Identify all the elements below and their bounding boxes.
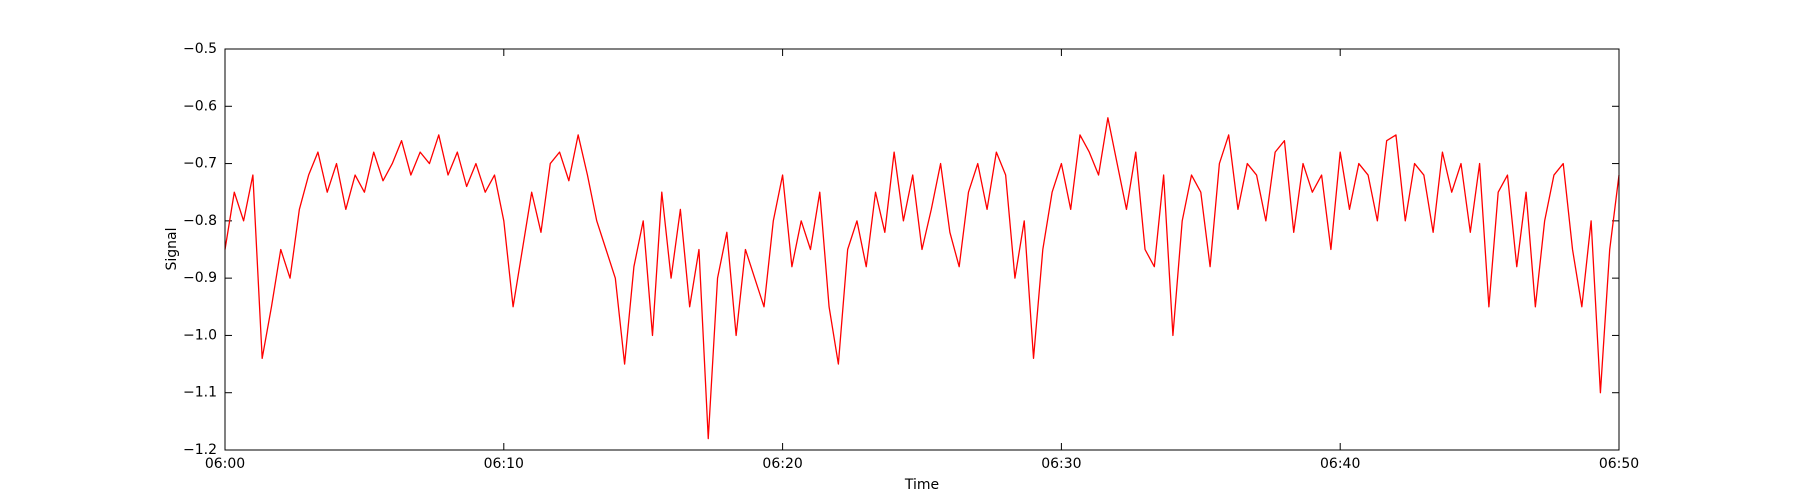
x-tick-label: 06:50 (1599, 456, 1639, 472)
y-tick-label: −0.5 (183, 41, 217, 57)
y-tick-label: −1.2 (183, 442, 217, 458)
signal-line (224, 117, 1620, 440)
y-tick-label: −0.6 (183, 98, 217, 114)
y-tick-label: −0.9 (183, 270, 217, 286)
y-tick-label: −0.8 (183, 213, 217, 229)
x-axis-label: Time (904, 477, 939, 493)
x-tick-label: 06:30 (1041, 456, 1081, 472)
x-tick-label: 06:40 (1320, 456, 1360, 472)
x-tick-label: 06:10 (484, 456, 524, 472)
x-tick-label: 06:20 (762, 456, 802, 472)
y-tick-label: −1.0 (183, 327, 217, 343)
y-tick-label: −0.7 (183, 156, 217, 172)
y-axis-label: Signal (164, 227, 180, 270)
plot-frame (224, 48, 1620, 451)
y-tick-label: −1.1 (183, 385, 217, 401)
x-tick-label: 06:00 (205, 456, 245, 472)
